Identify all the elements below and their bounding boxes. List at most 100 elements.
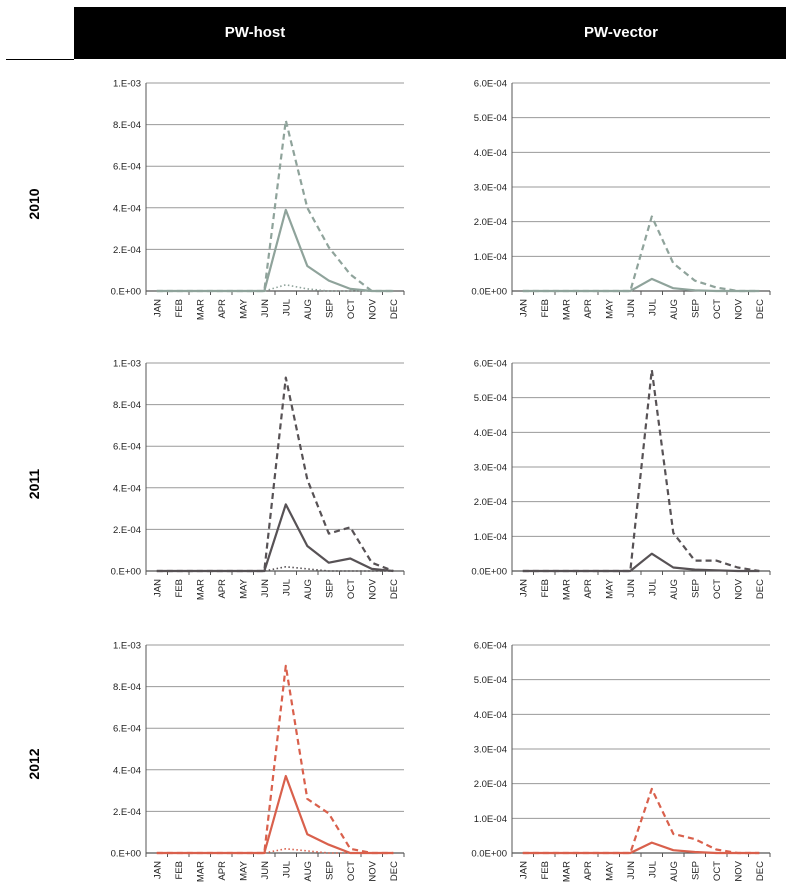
x-tick-label: AUG [303, 861, 314, 882]
y-tick-label: 2.0E-04 [474, 779, 507, 790]
x-tick-label: MAY [604, 578, 615, 599]
y-tick-label: 1.E-03 [113, 641, 141, 652]
x-tick-label: MAR [561, 299, 572, 320]
x-tick-label: AUG [303, 299, 314, 320]
y-tick-label: 3.0E-04 [474, 183, 507, 194]
series-line-dashed [156, 376, 394, 573]
y-tick-label: 1.E-03 [113, 79, 141, 90]
y-tick-label: 5.0E-04 [474, 393, 507, 404]
series-line-solid [522, 552, 760, 573]
x-tick-label: NOV [733, 298, 744, 319]
x-tick-label: JUL [281, 861, 292, 878]
x-tick-label: JAN [518, 861, 529, 879]
x-tick-label: JUN [626, 299, 637, 318]
x-tick-label: OCT [712, 299, 723, 319]
x-tick-label: JUN [260, 299, 271, 318]
x-tick-label: DEC [389, 861, 400, 881]
y-tick-label: 2.0E-04 [474, 497, 507, 508]
x-tick-label: MAY [238, 578, 249, 599]
chart-pw-host-2010: 0.E+00 2.E-04 4.E-04 6.E-04 8.E-04 1.E-03 JAN F… [111, 79, 405, 320]
x-tick-label: OCT [346, 861, 357, 881]
y-tick-label: 6.0E-04 [474, 359, 507, 370]
x-tick-label: FEB [540, 579, 551, 597]
x-tick-label: MAY [238, 860, 249, 881]
x-tick-label: JAN [152, 861, 163, 879]
series-line-dashed [522, 215, 760, 293]
y-tick-label: 2.E-04 [113, 525, 141, 536]
y-tick-label: 6.E-04 [113, 162, 141, 173]
y-tick-label: 8.E-04 [113, 682, 141, 693]
y-tick-label: 4.0E-04 [474, 148, 507, 159]
x-tick-label: OCT [346, 579, 357, 599]
series-line-solid [522, 841, 760, 855]
x-tick-label: OCT [712, 579, 723, 599]
x-tick-label: APR [217, 861, 228, 881]
y-tick-label: 4.E-04 [113, 203, 141, 214]
y-tick-label: 5.0E-04 [474, 113, 507, 124]
x-tick-label: NOV [733, 578, 744, 599]
series-line-solid [156, 208, 394, 293]
chart-pw-vector-2011: 0.0E+00 1.0E-04 2.0E-04 3.0E-04 4.0E-04 5.0E-… [471, 359, 771, 600]
y-tick-label: 4.E-04 [113, 483, 141, 494]
x-tick-label: JUL [281, 299, 292, 316]
x-tick-label: DEC [755, 861, 766, 881]
x-tick-label: JUL [647, 579, 658, 596]
x-tick-label: NOV [367, 578, 378, 599]
y-tick-label: 0.E+00 [111, 287, 141, 298]
x-tick-label: JAN [152, 299, 163, 317]
x-tick-label: APR [583, 579, 594, 599]
x-tick-label: SEP [324, 861, 335, 880]
x-tick-label: JUN [626, 579, 637, 598]
x-tick-label: MAY [604, 298, 615, 319]
x-tick-label: SEP [690, 299, 701, 318]
x-tick-label: AUG [669, 579, 680, 600]
x-tick-label: MAR [561, 861, 572, 882]
y-tick-label: 1.0E-04 [474, 252, 507, 263]
y-tick-label: 2.0E-04 [474, 217, 507, 228]
x-tick-label: MAR [195, 861, 206, 882]
x-tick-label: JUL [647, 861, 658, 878]
x-tick-label: FEB [540, 299, 551, 317]
y-tick-label: 1.0E-04 [474, 814, 507, 825]
y-tick-label: 0.E+00 [111, 567, 141, 578]
x-tick-label: MAR [195, 579, 206, 600]
x-tick-label: MAR [195, 299, 206, 320]
x-tick-label: JAN [518, 579, 529, 597]
x-tick-label: SEP [324, 579, 335, 598]
x-tick-label: APR [217, 299, 228, 319]
y-tick-label: 0.0E+00 [471, 849, 507, 860]
x-tick-label: NOV [733, 860, 744, 881]
y-tick-label: 6.E-04 [113, 442, 141, 453]
y-tick-label: 0.0E+00 [471, 567, 507, 578]
header-rule [6, 59, 74, 60]
series-line-dashed [156, 664, 394, 855]
y-tick-label: 1.E-03 [113, 359, 141, 370]
x-tick-label: OCT [712, 861, 723, 881]
x-tick-label: FEB [174, 299, 185, 317]
x-tick-label: MAY [604, 860, 615, 881]
x-tick-label: FEB [174, 861, 185, 879]
x-tick-label: JUL [647, 299, 658, 316]
x-tick-label: DEC [389, 299, 400, 319]
x-tick-label: AUG [669, 299, 680, 320]
x-tick-label: DEC [389, 579, 400, 599]
series-line-dashed [156, 119, 394, 293]
x-tick-label: FEB [174, 579, 185, 597]
x-tick-label: JUN [260, 579, 271, 598]
x-tick-label: FEB [540, 861, 551, 879]
x-tick-label: JUL [281, 579, 292, 596]
y-tick-label: 6.E-04 [113, 724, 141, 735]
series-line-solid [522, 277, 760, 293]
y-tick-label: 3.0E-04 [474, 463, 507, 474]
chart-pw-vector-2012: 0.0E+00 1.0E-04 2.0E-04 3.0E-04 4.0E-04 5.0E-… [471, 641, 771, 882]
series-line-dashed [522, 368, 760, 573]
x-tick-label: SEP [690, 861, 701, 880]
y-tick-label: 8.E-04 [113, 400, 141, 411]
row-label-2010: 2010 [26, 188, 42, 220]
y-tick-label: 4.0E-04 [474, 710, 507, 721]
x-tick-label: JAN [152, 579, 163, 597]
x-tick-label: OCT [346, 299, 357, 319]
x-tick-label: JUN [260, 861, 271, 880]
x-tick-label: DEC [755, 579, 766, 599]
chart-pw-host-2011: 0.E+00 2.E-04 4.E-04 6.E-04 8.E-04 1.E-03 JAN F… [111, 359, 405, 600]
